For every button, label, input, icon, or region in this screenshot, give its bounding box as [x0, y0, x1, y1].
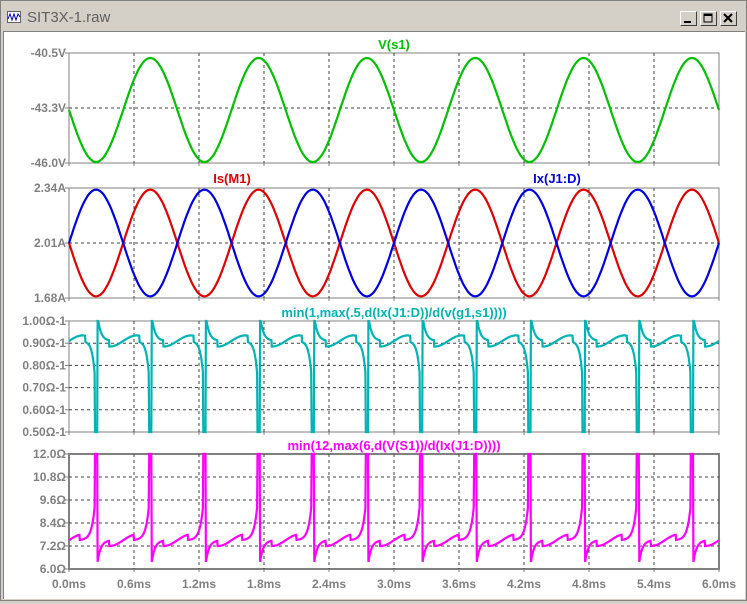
x-tick-label: 1.8ms	[247, 577, 281, 591]
y-tick-label: 1.00Ω-1	[22, 314, 66, 328]
series-line-3-1	[68, 319, 720, 434]
y-tick-label: 2.01A	[34, 236, 66, 250]
series-label: Is(M1)	[213, 171, 251, 186]
y-tick-label: 0.90Ω-1	[22, 336, 66, 350]
close-button[interactable]	[720, 11, 737, 26]
x-tick-label: 0.6ms	[117, 577, 151, 591]
y-tick-label: 12.0Ω	[33, 447, 66, 461]
x-tick-label: 3.0ms	[377, 577, 411, 591]
x-tick-label: 2.4ms	[312, 577, 346, 591]
series-label: min(12,max(6,d(V(S1))/d(Ix(J1:D))))	[287, 438, 500, 453]
y-tick-label: 6.0Ω	[40, 562, 67, 576]
y-tick-label: 9.6Ω	[40, 493, 67, 507]
series-label: V(s1)	[378, 37, 410, 52]
y-tick-label: 2.34A	[34, 181, 66, 195]
y-tick-label: -43.3V	[31, 101, 66, 115]
maximize-icon	[703, 13, 713, 23]
series-label: min(1,max(.5,d(Ix(J1:D))/d(v(g1,s1))))	[281, 305, 506, 320]
x-tick-label: 0.0ms	[52, 577, 86, 591]
waveform-plot[interactable]: -40.5V -43.3V -46.0V V(s1) 2.34A 2.01A 1.68A Is…	[4, 32, 745, 599]
series-label: Ix(J1:D)	[533, 171, 581, 186]
y-tick-label: 0.50Ω-1	[22, 425, 66, 439]
minimize-icon	[684, 21, 691, 23]
minimize-button[interactable]	[680, 11, 697, 26]
y-tick-label: -46.0V	[31, 156, 66, 170]
y-tick-label: 0.80Ω-1	[22, 358, 66, 372]
y-tick-label: 8.4Ω	[40, 516, 67, 530]
y-tick-label: 0.70Ω-1	[22, 381, 66, 395]
y-tick-label: 10.8Ω	[33, 470, 66, 484]
waveform-viewer[interactable]: -40.5V -43.3V -46.0V V(s1) 2.34A 2.01A 1.68A Is…	[3, 31, 745, 599]
maximize-button[interactable]	[700, 11, 717, 26]
y-tick-label: 1.68A	[34, 291, 66, 305]
x-tick-label: 1.2ms	[182, 577, 216, 591]
close-icon	[723, 13, 733, 23]
waveform-app-icon	[7, 11, 21, 23]
x-tick-label: 5.4ms	[637, 577, 671, 591]
series-line-1-1	[67, 56, 721, 164]
series-line-2-2	[67, 188, 721, 298]
y-tick-label: -40.5V	[31, 46, 66, 60]
y-tick-label: 0.60Ω-1	[22, 403, 66, 417]
x-tick-label: 3.6ms	[442, 577, 476, 591]
window-title: SIT3X-1.raw	[27, 9, 111, 26]
y-tick-label: 7.2Ω	[40, 539, 67, 553]
series-line-4-1	[68, 452, 720, 563]
title-bar[interactable]: SIT3X-1.raw	[3, 3, 744, 30]
x-tick-label: 4.2ms	[507, 577, 541, 591]
x-tick-label: 6.0ms	[702, 577, 736, 591]
x-tick-label: 4.8ms	[572, 577, 606, 591]
